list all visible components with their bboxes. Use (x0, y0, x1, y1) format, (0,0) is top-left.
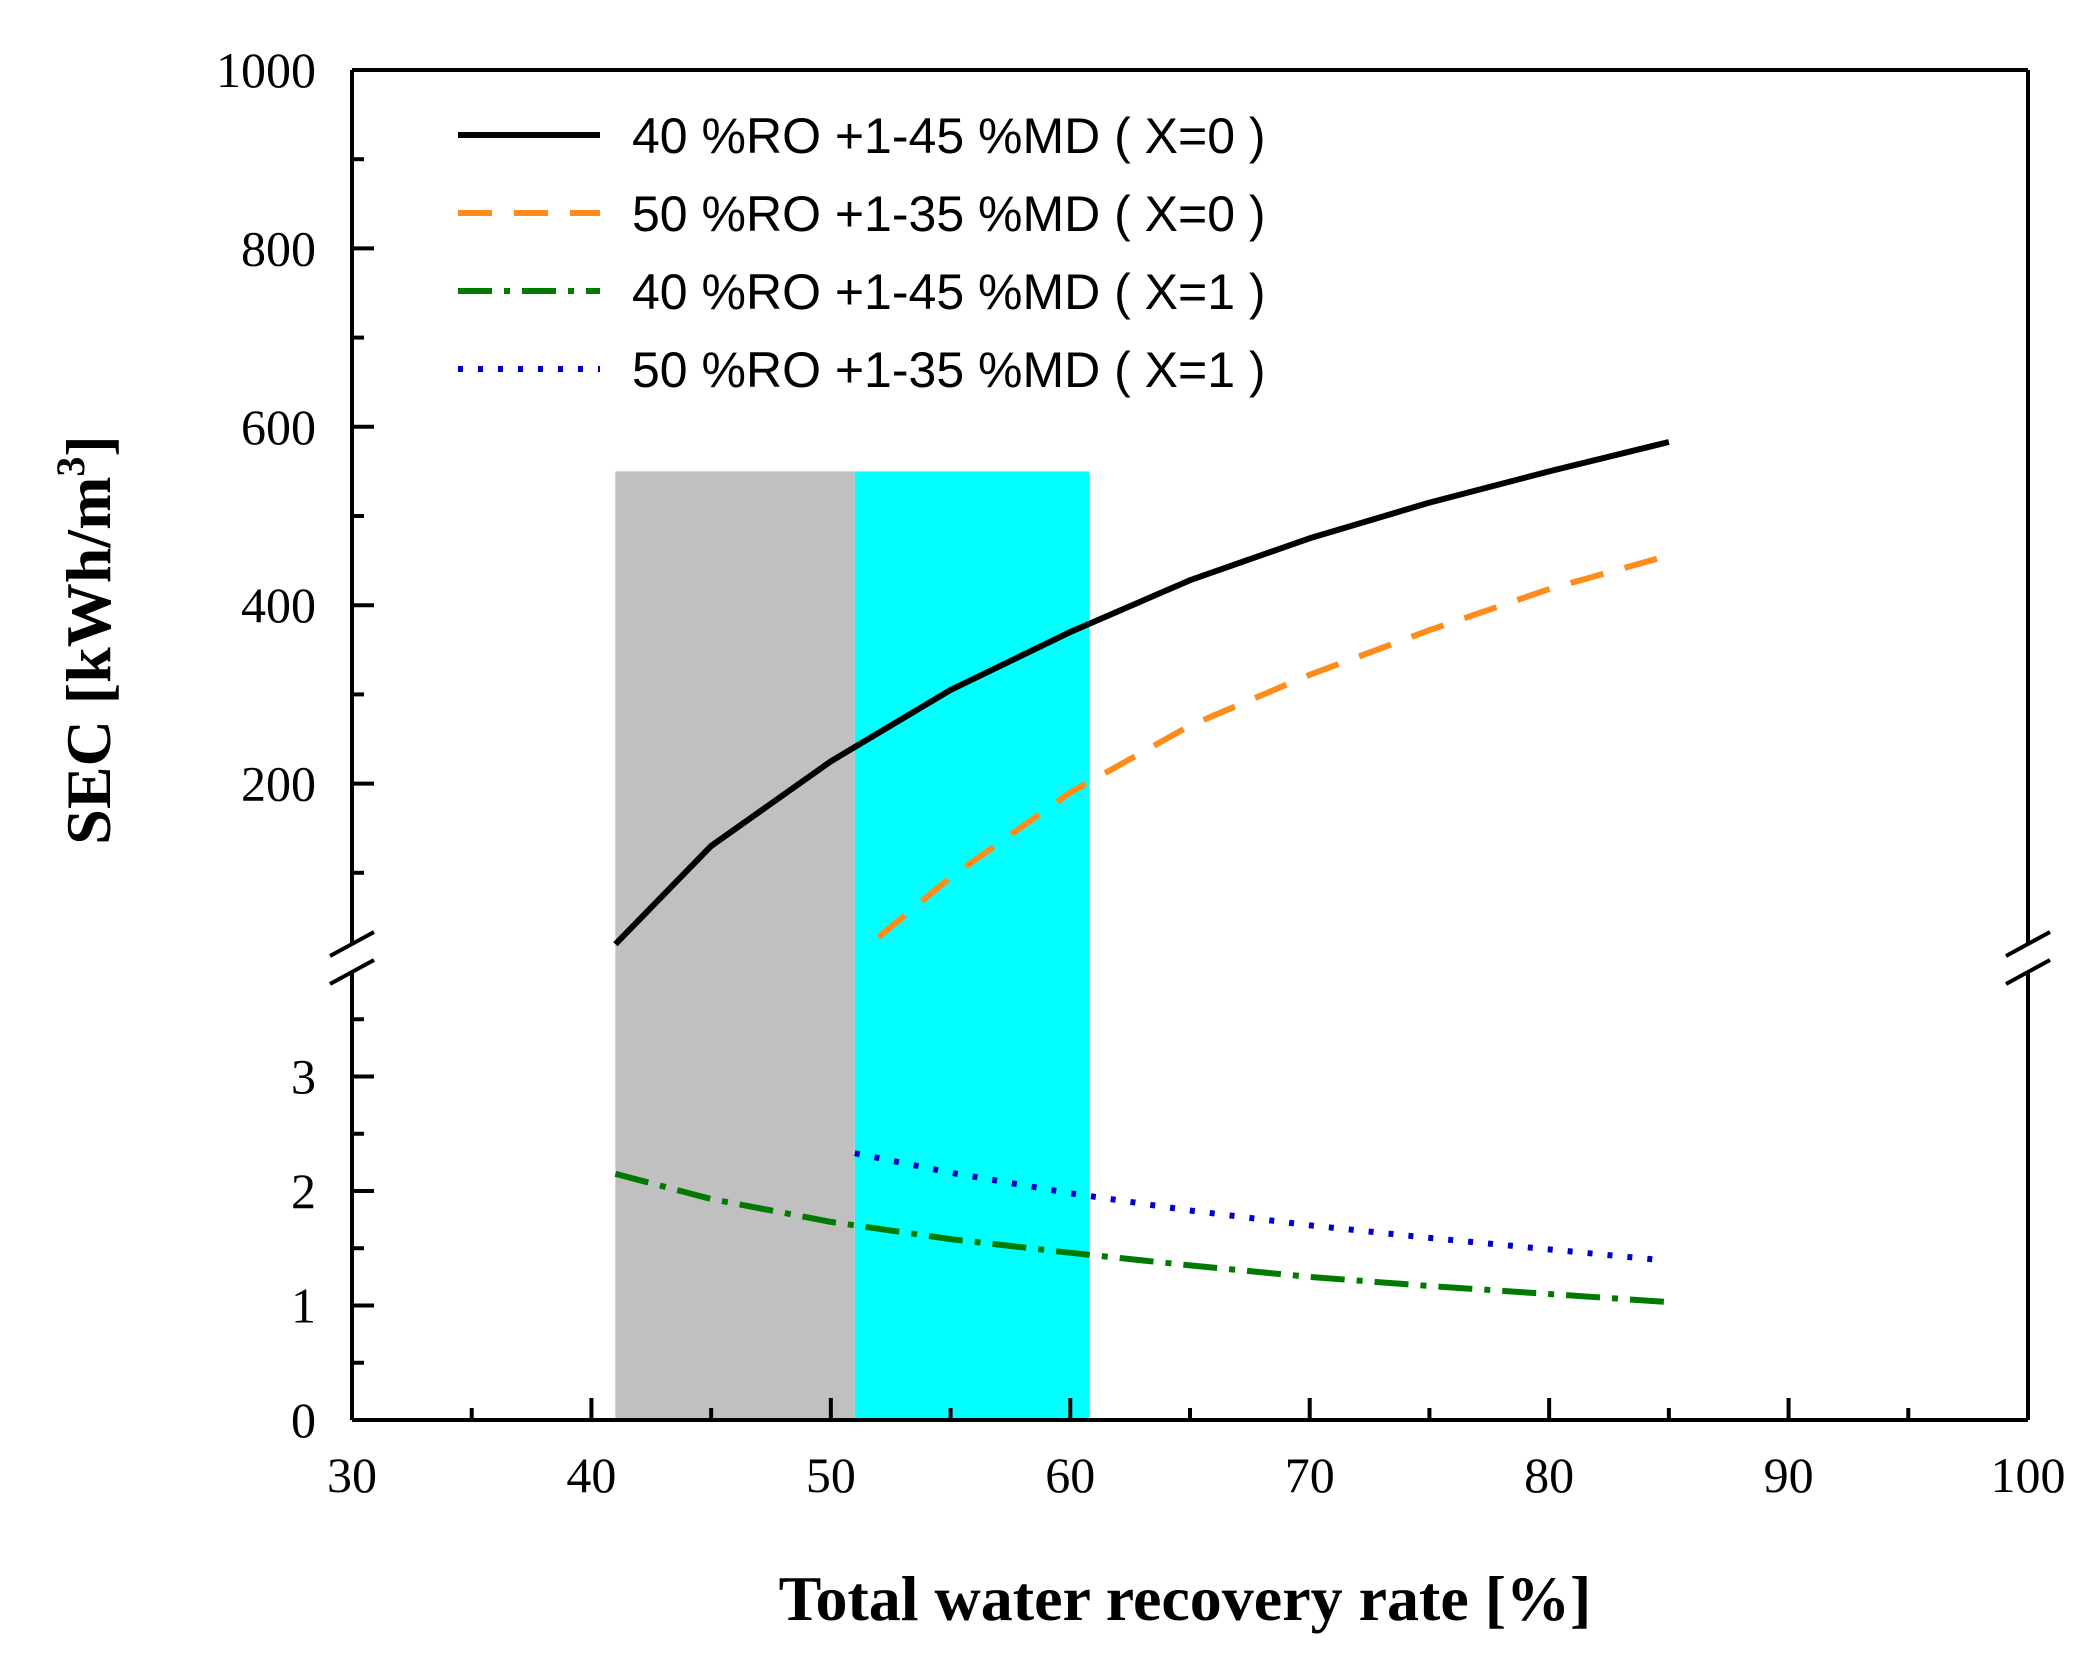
axis-break-mark-right-2 (2005, 958, 2051, 986)
y-lower-tick-label: 2 (291, 1163, 316, 1219)
shaded-region-1 (615, 471, 855, 1420)
legend-label-4: 50 %RO +1-35 %MD ( X=1 ) (632, 342, 1266, 398)
y-axis-title-close: ] (53, 435, 124, 456)
legend-label-2: 50 %RO +1-35 %MD ( X=0 ) (632, 186, 1266, 242)
y-axis-title-main: SEC [kWh/m (53, 477, 124, 845)
y-upper-tick-label: 400 (241, 577, 316, 633)
x-tick-label: 40 (566, 1447, 616, 1503)
y-axis-title-superscript: 3 (48, 457, 93, 477)
axis-break-mark-right-1 (2005, 930, 2051, 958)
y-upper-tick-label: 200 (241, 756, 316, 812)
shaded-region-2 (854, 471, 1090, 1420)
series-line-3 (614, 1170, 1670, 1306)
axis-break-mark-left-2 (329, 958, 375, 986)
axis-break-mark-left-1 (329, 930, 375, 958)
legend: 40 %RO +1-45 %MD ( X=0 ) 50 %RO +1-35 %MD… (458, 108, 1266, 398)
x-tick-label: 30 (327, 1447, 377, 1503)
x-tick-label: 90 (1764, 1447, 1814, 1503)
x-tick-label: 60 (1045, 1447, 1095, 1503)
legend-label-1: 40 %RO +1-45 %MD ( X=0 ) (632, 108, 1266, 164)
y-upper-tick-label: 600 (241, 399, 316, 455)
y-upper-tick-label: 1000 (216, 42, 316, 98)
y-axis-title: SEC [kWh/m3] (48, 435, 124, 844)
x-tick-label: 80 (1524, 1447, 1574, 1503)
y-lower-tick-label: 0 (291, 1392, 316, 1448)
series-line-4 (854, 1150, 1658, 1263)
x-axis-title: Total water recovery rate [%] (779, 1563, 1592, 1634)
legend-label-3: 40 %RO +1-45 %MD ( X=1 ) (632, 264, 1266, 320)
series-line-1 (613, 439, 1670, 947)
x-tick-label: 100 (1991, 1447, 2066, 1503)
series-line-2 (876, 555, 1658, 940)
axes (329, 68, 2051, 1422)
x-tick-label: 50 (806, 1447, 856, 1503)
y-lower-tick-label: 3 (291, 1049, 316, 1105)
series-lines (613, 439, 1670, 1306)
y-upper-tick-label: 800 (241, 220, 316, 276)
y-lower-tick-label: 1 (291, 1278, 316, 1334)
shaded-regions (615, 471, 1090, 1420)
x-tick-label: 70 (1285, 1447, 1335, 1503)
